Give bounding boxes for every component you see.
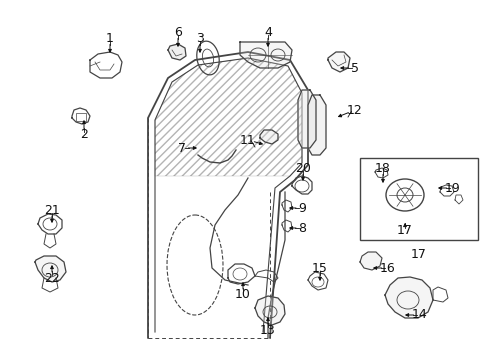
Text: 1: 1 bbox=[106, 31, 114, 45]
Text: 10: 10 bbox=[235, 288, 250, 302]
Polygon shape bbox=[240, 42, 291, 68]
Text: 2: 2 bbox=[80, 129, 88, 141]
Polygon shape bbox=[297, 90, 315, 148]
Text: 14: 14 bbox=[411, 309, 427, 321]
Polygon shape bbox=[307, 95, 325, 155]
Polygon shape bbox=[260, 130, 278, 144]
Text: 22: 22 bbox=[44, 271, 60, 284]
Text: 20: 20 bbox=[294, 162, 310, 175]
Polygon shape bbox=[168, 44, 185, 60]
Bar bbox=[76, 113, 86, 121]
Text: 18: 18 bbox=[374, 162, 390, 175]
Text: 13: 13 bbox=[260, 324, 275, 337]
Text: 17: 17 bbox=[410, 248, 426, 261]
Polygon shape bbox=[35, 256, 66, 282]
Polygon shape bbox=[359, 252, 381, 270]
Text: 21: 21 bbox=[44, 203, 60, 216]
Text: 5: 5 bbox=[350, 62, 358, 75]
Text: 4: 4 bbox=[264, 26, 271, 39]
Text: 17: 17 bbox=[396, 224, 412, 237]
Text: 7: 7 bbox=[178, 141, 185, 154]
Bar bbox=[359, 158, 477, 240]
Polygon shape bbox=[254, 296, 285, 325]
Text: 8: 8 bbox=[297, 221, 305, 234]
Text: 12: 12 bbox=[346, 104, 362, 117]
Text: 19: 19 bbox=[444, 181, 460, 194]
Text: 11: 11 bbox=[240, 134, 255, 147]
Polygon shape bbox=[327, 52, 349, 72]
Text: 6: 6 bbox=[174, 26, 182, 39]
Text: 16: 16 bbox=[379, 261, 395, 274]
Polygon shape bbox=[384, 277, 432, 318]
Text: 9: 9 bbox=[298, 202, 305, 215]
Text: 15: 15 bbox=[311, 261, 327, 274]
Text: 3: 3 bbox=[196, 31, 203, 45]
